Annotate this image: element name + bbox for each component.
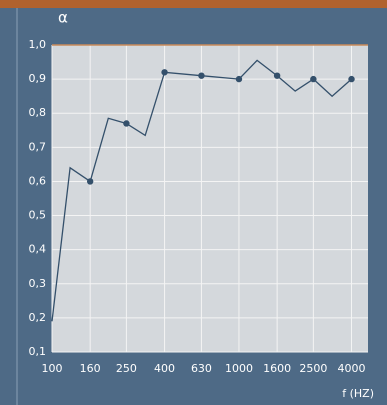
y-tick-label: 0,5: [29, 209, 47, 222]
y-tick-label: 0,4: [29, 243, 47, 256]
y-symbol: α: [58, 9, 68, 27]
plot-area: [52, 45, 368, 352]
data-point: [310, 75, 317, 83]
y-tick-label: 0,7: [29, 140, 47, 153]
data-point: [235, 75, 243, 83]
data-point: [123, 120, 130, 127]
x-tick-label: 1600: [263, 362, 291, 375]
header-bar: [0, 0, 387, 8]
x-tick-label: 1000: [225, 362, 253, 375]
y-tick-label: 1,0: [29, 38, 47, 51]
data-point: [86, 178, 94, 185]
y-tick-label: 0,1: [29, 345, 47, 358]
x-axis-label: f (HZ): [342, 387, 374, 400]
data-point: [161, 69, 168, 76]
x-tick-label: 400: [154, 362, 175, 375]
y-tick-label: 0,2: [29, 311, 47, 324]
x-tick-label: 250: [116, 362, 137, 375]
y-tick-label: 0,6: [29, 174, 47, 187]
data-point: [273, 72, 281, 79]
data-point: [348, 75, 355, 83]
y-tick-label: 0,8: [29, 106, 47, 119]
x-tick-label: 4000: [338, 362, 366, 375]
x-tick-label: 160: [80, 362, 101, 375]
y-tick-label: 0,9: [29, 72, 47, 85]
x-tick-label: 100: [42, 362, 63, 375]
data-point: [198, 72, 205, 79]
y-tick-label: 0,3: [29, 277, 47, 290]
x-tick-label: 630: [191, 362, 212, 375]
x-tick-label: 2500: [299, 362, 327, 375]
